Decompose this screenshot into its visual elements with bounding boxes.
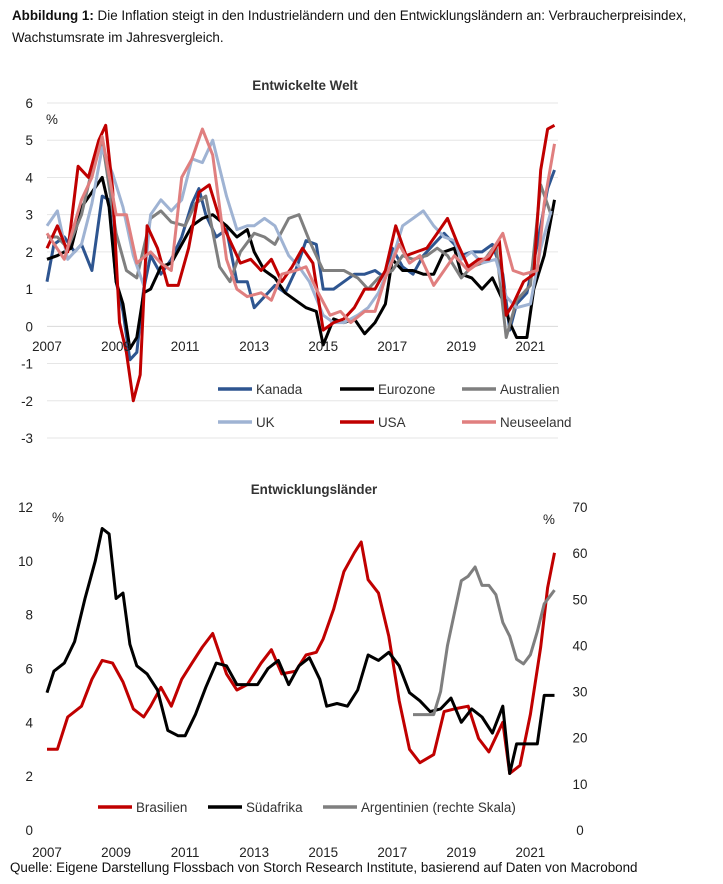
y2-tick-label: 20 (573, 731, 588, 746)
x-tick-label: 2015 (308, 339, 338, 354)
series-line-südafrika (45, 527, 555, 775)
y2-tick-label: 70 (573, 500, 588, 515)
y-tick-label: 0 (26, 319, 33, 334)
legend-label: Kanada (256, 382, 303, 397)
series-line-uk (45, 138, 553, 325)
y-tick-label: 3 (26, 208, 33, 223)
x-tick-label: 2017 (377, 339, 407, 354)
y-tick-label: -1 (21, 357, 33, 372)
legend-label: Argentinien (rechte Skala) (361, 800, 516, 815)
legend-label: Südafrika (246, 800, 303, 815)
chart-title: Entwicklungsländer (251, 482, 378, 497)
y-tick-label: 10 (18, 554, 33, 569)
legend-label: UK (256, 415, 275, 430)
y-tick-label: 4 (26, 715, 34, 730)
x-tick-label: 2007 (32, 339, 62, 354)
y2-tick-label: 40 (573, 638, 588, 653)
figure-caption: Abbildung 1: Die Inflation steigt in den… (12, 5, 717, 49)
y-tick-label: -3 (21, 431, 33, 446)
y-tick-label: 5 (26, 133, 33, 148)
y-tick-label: 6 (26, 96, 33, 111)
y2-tick-label: 10 (573, 777, 588, 792)
y-unit-label: % (52, 510, 64, 525)
series-line-brasilien (47, 540, 556, 775)
legend-label: Australien (500, 382, 560, 397)
series-line-eurozone (46, 175, 556, 351)
y2-tick-label: 50 (573, 592, 588, 607)
x-tick-label: 2013 (239, 339, 269, 354)
legend-label: Neuseeland (500, 415, 571, 430)
y-tick-label: 0 (26, 823, 33, 838)
y2-tick-label: 30 (573, 685, 588, 700)
y-tick-label: 12 (18, 500, 33, 515)
developed-world-chart: Entwickelte Welt 6 5 4 3 2 1 0 -1 -2 -3% 2007 2009 20… (21, 78, 571, 446)
y-tick-label: 8 (26, 608, 33, 623)
caption-label: Abbildung 1: (12, 8, 94, 23)
caption-text: Die Inflation steigt in den Industrielän… (12, 8, 687, 45)
y-tick-label: 2 (26, 769, 33, 784)
x-tick-label: 2011 (171, 845, 200, 860)
series-line-usa (45, 123, 556, 403)
chart-title: Entwickelte Welt (252, 78, 358, 93)
y-tick-label: -2 (21, 394, 33, 409)
x-tick-label: 2007 (32, 845, 62, 860)
x-tick-label: 2021 (515, 845, 545, 860)
x-tick-label: 2015 (308, 845, 338, 860)
x-tick-label: 2019 (446, 339, 476, 354)
x-tick-label: 2021 (515, 339, 545, 354)
x-tick-label: 2013 (239, 845, 269, 860)
x-tick-label: 2009 (101, 845, 131, 860)
y2-tick-label: 60 (573, 546, 588, 561)
y-tick-label: 2 (26, 245, 33, 260)
y-tick-label: 4 (26, 170, 34, 185)
legend-label: USA (378, 415, 406, 430)
legend-label: Eurozone (378, 382, 435, 397)
y-tick-label: 6 (26, 662, 33, 677)
y2-unit-label: % (543, 512, 555, 527)
y-unit-label: % (46, 112, 58, 127)
y2-tick-label: 0 (576, 823, 583, 838)
source-note: Quelle: Eigene Darstellung Flossbach von… (10, 860, 638, 875)
legend-label: Brasilien (136, 800, 187, 815)
x-tick-label: 2019 (446, 845, 476, 860)
series-line-neuseeland (45, 127, 556, 325)
y-tick-label: 1 (26, 282, 33, 297)
x-tick-label: 2009 (101, 339, 131, 354)
x-tick-label: 2017 (377, 845, 407, 860)
developing-countries-chart: Entwicklungsländer1210864207060504030201… (18, 482, 588, 860)
x-tick-label: 2011 (171, 339, 200, 354)
series-line-argentinien (413, 565, 556, 717)
